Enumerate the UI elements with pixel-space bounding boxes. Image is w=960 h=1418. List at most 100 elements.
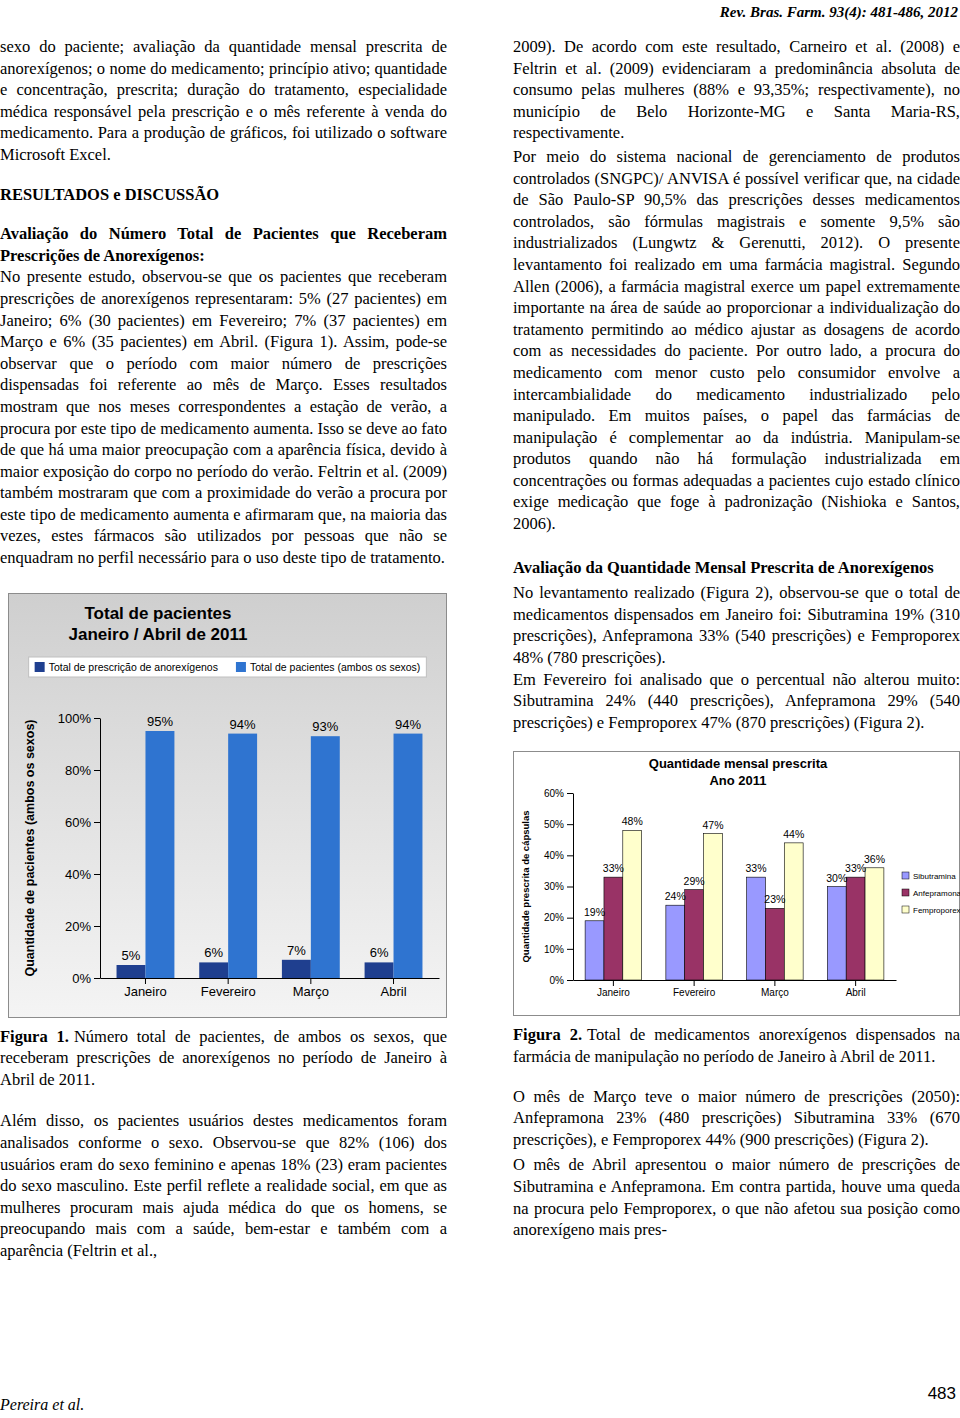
caption-label: Figura 1. [0,1027,69,1046]
data-label: 6% [204,945,223,960]
y-tick: 60% [544,788,573,799]
y-tick-mark [94,770,100,771]
legend-swatch [902,872,909,879]
figure-caption: Figura 2.Total de medicamentos anorexíge… [513,1024,960,1067]
page-number: 483 [928,1384,956,1404]
y-tick: 20% [65,918,100,933]
paragraph: O mês de Março teve o maior número de pr… [513,1086,960,1151]
paragraph: 2009). De acordo com este resultado, Car… [513,36,960,144]
y-tick-mark [567,980,573,981]
y-axis-line [100,718,101,978]
y-tick-mark [94,822,100,823]
data-label: 33% [746,863,767,875]
x-axis: JaneiroFevereiroMarçoAbril [101,978,440,999]
paragraph: O mês de Abril apresentou o maior número… [513,1154,960,1240]
y-tick: 60% [65,814,100,829]
x-axis: JaneiroFevereiroMarçoAbril [574,980,897,998]
y-tick: 30% [544,882,573,893]
chart-background [9,593,447,1017]
y-tick: 50% [544,819,573,830]
subsection-heading: Avaliação da Quantidade Mensal Prescrita… [513,557,960,579]
chart-subtitle: Janeiro / Abril de 2011 [69,625,248,644]
x-tick: Janeiro [597,980,630,998]
chart-title: Total de pacientes [84,604,231,623]
section-heading: RESULTADOS e DISCUSSÃO [0,184,447,206]
y-tick-mark [567,918,573,919]
bars [117,731,423,978]
left-column: sexo do paciente; avaliação da quantidad… [0,36,447,1262]
y-tick: 40% [544,850,573,861]
bar [311,736,340,978]
chart-svg: Total de pacientes Janeiro / Abril de 201… [8,593,447,1018]
legend-swatch [236,662,246,672]
footer-author: Pereira et al. [0,1396,84,1414]
legend-label: Anfepramona [913,889,960,898]
x-tick-label: Março [293,984,329,999]
legend: Sibutramina Anfepramona Femproporex [902,872,960,915]
figure-caption: Figura 1.Número total de pacientes, de a… [0,1026,447,1091]
y-tick: 10% [544,944,573,955]
page: Rev. Bras. Farm. 93(4): 481-486, 2012sex… [0,0,960,1418]
x-tick-mark [774,980,775,986]
legend-label: Total de pacientes (ambos os sexos) [250,661,420,673]
x-tick-mark [393,978,394,984]
data-label: 6% [370,945,389,960]
data-label: 19% [584,906,605,918]
y-tick-label: 30% [544,882,564,893]
y-tick-mark [567,887,573,888]
x-tick-mark [613,980,614,986]
x-tick-label: Fevereiro [201,984,256,999]
data-label: 94% [395,716,421,731]
bar [685,890,704,980]
y-tick-mark [94,718,100,719]
x-axis-line [574,980,897,981]
y-tick: 80% [65,762,100,777]
caption-label: Figura 2. [513,1025,582,1044]
data-label: 94% [230,716,256,731]
y-tick-label: 40% [65,866,91,881]
y-tick-label: 20% [544,913,564,924]
y-tick: 40% [65,866,100,881]
data-label: 24% [665,891,686,903]
x-tick: Fevereiro [201,978,256,999]
legend-label: Sibutramina [913,872,956,881]
bar [199,962,228,978]
x-tick-mark [694,980,695,986]
chart-svg: Quantidade mensal prescritaAno 20110%10%… [513,751,960,1016]
paragraph: No levantamento realizado (Figura 2), ob… [513,582,960,668]
y-axis: 0% 20% 40% 60% 80% 100% [58,710,101,985]
y-tick-mark [567,949,573,950]
bar [765,909,784,981]
x-tick: Fevereiro [673,980,716,998]
y-tick-mark [94,926,100,927]
y-tick-mark [94,978,100,979]
bar [747,878,766,981]
y-tick: 0% [550,975,573,986]
y-tick-label: 60% [544,788,564,799]
x-tick-mark [855,980,856,986]
y-tick-label: 60% [65,814,91,829]
bar [282,959,311,977]
y-tick: 100% [58,710,100,725]
y-axis-title: Quantidade prescrita de cápsulas [520,811,531,963]
data-label: 93% [312,719,338,734]
bar [865,868,884,980]
y-tick-mark [567,793,573,794]
legend-swatch [902,906,909,913]
x-tick-label: Março [761,988,789,999]
y-tick-mark [94,874,100,875]
legend-label: Total de prescrição de anorexígenos [49,661,218,673]
legend-label: Femproporex [913,906,960,915]
paragraph: Por meio do sistema nacional de gerencia… [513,146,960,535]
data-label: 5% [122,948,141,963]
y-tick-label: 0% [72,970,91,985]
bar [145,731,174,978]
x-tick: Abril [381,978,407,999]
plot-background [573,793,896,980]
x-tick-label: Abril [381,984,407,999]
x-axis-line [101,978,440,979]
legend-swatch [35,662,45,672]
data-label: 23% [764,894,785,906]
right-column: 2009). De acordo com este resultado, Car… [513,36,960,1241]
y-axis-title: Quantidade de pacientes (ambos os sexos) [23,719,37,976]
